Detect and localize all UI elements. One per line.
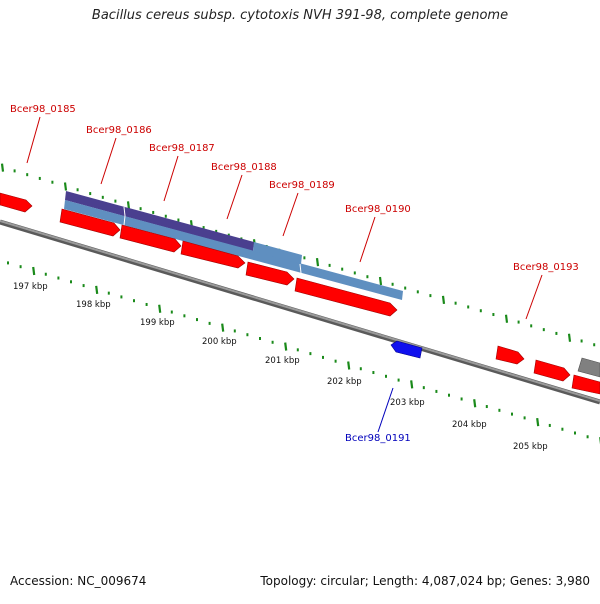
genome-backbone <box>0 219 600 405</box>
gene-arrow-bcer98-0194[interactable] <box>571 374 600 395</box>
gene-label-bcer98-0193[interactable]: Bcer98_0193 <box>513 262 579 273</box>
major-tick <box>95 285 99 294</box>
scale-label: 197 kbp <box>13 282 48 292</box>
scale-label: 205 kbp <box>513 442 548 452</box>
gene-leader-line <box>163 155 179 202</box>
major-tick <box>567 333 572 342</box>
gene-arrow-bcer98-0189[interactable] <box>245 261 295 286</box>
gene-labels: Bcer98_0185 Bcer98_0186 Bcer98_0187 Bcer98_… <box>10 104 579 444</box>
gene-arrow-bcer98-0187[interactable] <box>119 224 182 253</box>
accession-text: Accession: NC_009674 <box>10 574 147 588</box>
major-tick <box>347 361 351 370</box>
scale-label: 204 kbp <box>452 420 487 430</box>
major-tick <box>284 342 288 351</box>
major-tick <box>0 163 5 172</box>
major-tick <box>32 266 36 276</box>
gene-arrow-bcer98-0185[interactable] <box>0 192 33 213</box>
gene-label-bcer98-0186[interactable]: Bcer98_0186 <box>86 125 152 136</box>
gene-leader-line <box>26 116 41 164</box>
major-tick <box>158 304 162 313</box>
gene-label-bcer98-0187[interactable]: Bcer98_0187 <box>149 143 215 154</box>
scale-labels: 197 kbp 198 kbp 199 kbp 200 kbp 201 kbp 202 k… <box>13 282 548 452</box>
gene-label-bcer98-0190[interactable]: Bcer98_0190 <box>345 204 411 215</box>
gene-arrow-bcer98-0192[interactable] <box>495 345 525 365</box>
scale-label: 199 kbp <box>140 318 175 328</box>
genome-summary-text: Topology: circular; Length: 4,087,024 bp… <box>260 574 590 588</box>
gene-arrow-bcer98-0188[interactable] <box>180 240 246 269</box>
scale-label: 202 kbp <box>327 377 362 387</box>
major-tick <box>441 295 446 305</box>
cds-features <box>64 191 403 300</box>
major-tick <box>504 314 509 323</box>
gene-leader-line <box>525 274 543 320</box>
major-tick <box>410 380 414 389</box>
scale-label: 203 kbp <box>390 398 425 408</box>
gene-leader-line <box>226 174 243 220</box>
cds-bar-light <box>253 242 302 264</box>
cds-bar-dark <box>65 191 254 251</box>
cds-bar-light <box>64 200 403 300</box>
major-tick <box>473 399 477 408</box>
gene-leader-line <box>100 137 117 185</box>
gene-arrow-bcer98-0186[interactable] <box>59 208 121 237</box>
major-tick <box>378 276 383 286</box>
scale-label: 201 kbp <box>265 356 300 366</box>
gene-leader-line <box>377 387 394 433</box>
gene-arrow-bcer98-0193[interactable] <box>533 359 571 382</box>
gene-label-bcer98-0191[interactable]: Bcer98_0191 <box>345 433 411 444</box>
scale-label: 198 kbp <box>76 300 111 310</box>
major-tick <box>63 182 68 191</box>
gene-arrow-bcer98-0190[interactable] <box>294 277 398 317</box>
gene-leader-line <box>282 192 299 237</box>
major-tick <box>315 257 320 267</box>
scale-label: 200 kbp <box>202 337 237 347</box>
map-title: Bacillus cereus subsp. cytotoxis NVH 391… <box>91 8 509 23</box>
gene-label-bcer98-0188[interactable]: Bcer98_0188 <box>211 162 277 173</box>
feature-arrow-gray[interactable] <box>577 357 600 378</box>
major-tick <box>221 323 225 332</box>
gene-label-bcer98-0189[interactable]: Bcer98_0189 <box>269 180 335 191</box>
gene-arrow-bcer98-0191[interactable] <box>390 340 423 359</box>
major-tick <box>536 418 540 427</box>
gene-arrows <box>0 192 600 395</box>
gene-leader-line <box>359 216 376 263</box>
gene-label-bcer98-0185[interactable]: Bcer98_0185 <box>10 104 76 115</box>
